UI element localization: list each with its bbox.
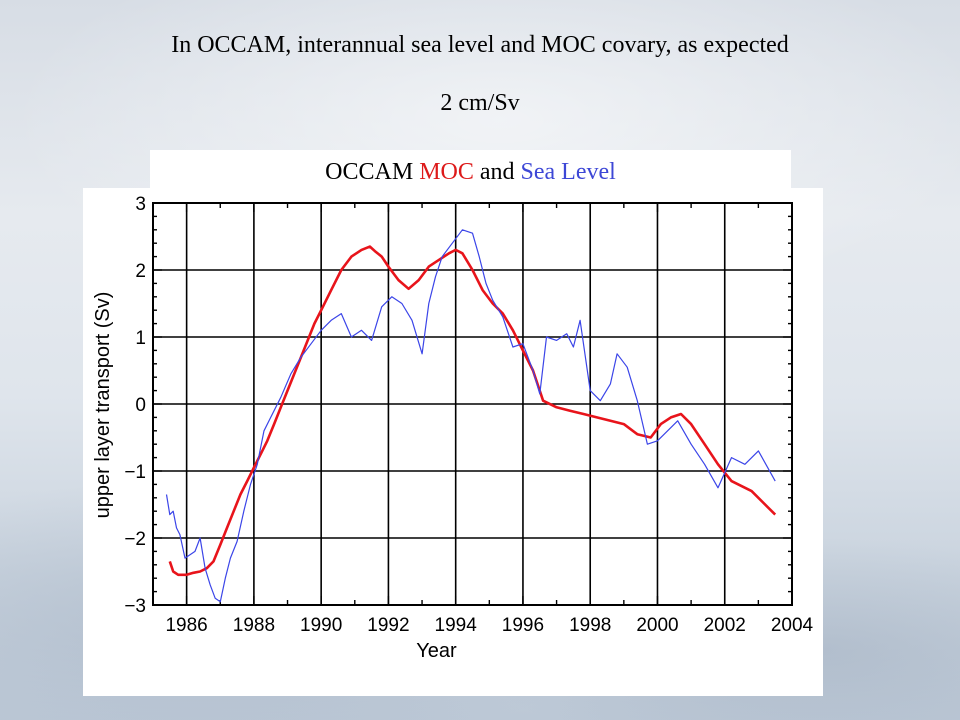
- x-tick-label: 1998: [569, 615, 611, 636]
- chart-title: OCCAM MOC and Sea Level: [150, 159, 791, 186]
- chart-title-sea-level: Sea Level: [520, 159, 616, 185]
- series-line-sea-level: [165, 229, 776, 603]
- y-tick-label: 1: [135, 328, 146, 349]
- y-tick-label: −3: [124, 596, 146, 617]
- x-tick-label: 1992: [367, 615, 409, 636]
- series-line-moc: [168, 245, 777, 577]
- chart-panel: 1986 1988 1990 1992 1994 1996 1998 2000 2002 2004…: [83, 188, 823, 696]
- x-tick-label: 2004: [771, 615, 814, 636]
- y-tick-label: 3: [135, 194, 146, 215]
- chart-title-moc: MOC: [419, 159, 474, 185]
- y-axis-label: upper layer transport (Sv): [92, 292, 114, 519]
- slide-title: In OCCAM, interannual sea level and MOC …: [171, 32, 789, 58]
- x-tick-label: 1986: [165, 615, 207, 636]
- slide-subtitle: 2 cm/Sv: [440, 90, 520, 116]
- y-tick-label: −1: [124, 462, 146, 483]
- x-tick-label: 2002: [704, 615, 746, 636]
- x-tick-label: 2000: [636, 615, 678, 636]
- y-tick-label: 0: [135, 395, 146, 416]
- y-tick-label: −2: [124, 529, 146, 550]
- chart-title-and: and: [473, 159, 521, 185]
- x-tick-label: 1988: [233, 615, 275, 636]
- plot-frame: [152, 202, 793, 606]
- chart-title-box: OCCAM MOC and Sea Level: [150, 150, 791, 194]
- x-axis-label: Year: [416, 640, 457, 662]
- chart-title-prefix: OCCAM: [325, 159, 420, 185]
- line-chart: 1986 1988 1990 1992 1994 1996 1998 2000 2002 2004…: [92, 194, 814, 662]
- x-tick-label: 1990: [300, 615, 342, 636]
- x-tick-label: 1994: [435, 615, 478, 636]
- x-tick-label: 1996: [502, 615, 544, 636]
- y-tick-label: 2: [135, 261, 146, 282]
